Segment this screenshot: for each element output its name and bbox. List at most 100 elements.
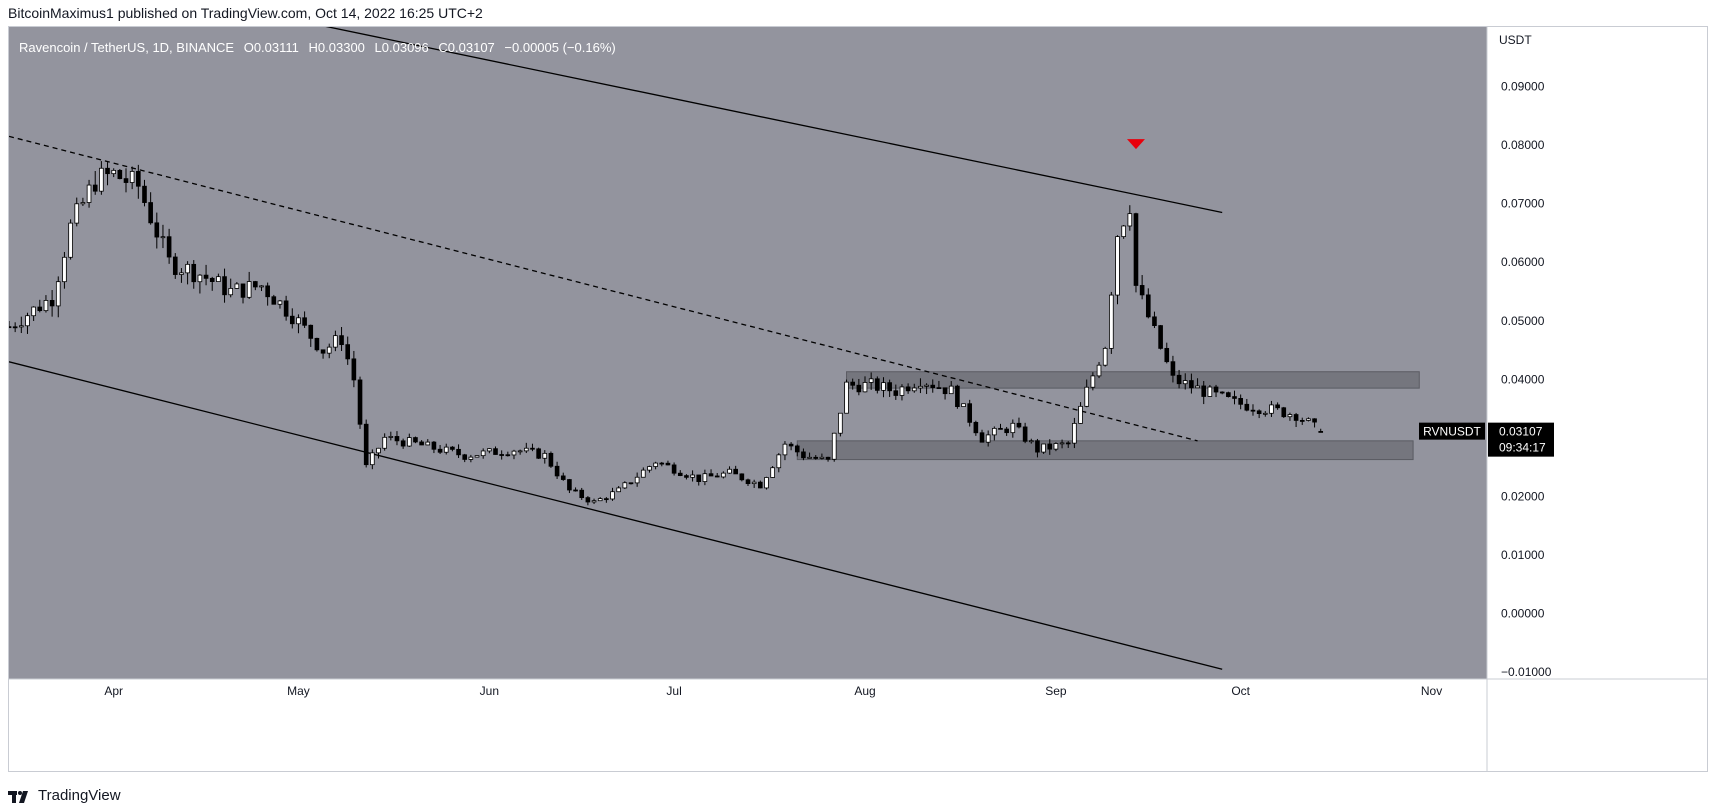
candle — [967, 399, 973, 427]
candle — [197, 274, 203, 294]
candle — [289, 308, 295, 329]
candle-body — [320, 349, 326, 354]
candle-body — [542, 452, 548, 459]
candle-body — [123, 178, 129, 183]
candle-body — [1250, 409, 1256, 412]
candle — [856, 378, 862, 396]
candle-body — [431, 441, 437, 450]
candle-body — [43, 300, 49, 312]
candle-body — [62, 256, 67, 283]
candle-body — [240, 283, 246, 298]
candle — [296, 314, 301, 334]
candle — [1213, 384, 1219, 398]
candle — [308, 324, 314, 347]
candle-body — [185, 263, 190, 274]
candle — [1262, 411, 1268, 417]
candle — [647, 465, 652, 473]
candle-body — [992, 427, 997, 436]
candle — [1084, 379, 1090, 408]
candle — [622, 481, 628, 490]
candle — [548, 451, 554, 468]
candle — [567, 478, 572, 494]
candle-body — [1170, 361, 1176, 376]
candle — [172, 253, 178, 279]
candle-body — [166, 236, 172, 258]
candle — [62, 251, 67, 289]
candle-body — [844, 381, 849, 414]
candle-body — [505, 454, 511, 457]
candle-body — [1127, 213, 1133, 227]
candle — [111, 168, 117, 178]
candle — [604, 497, 609, 503]
price-tick-label: −0.01000 — [1501, 665, 1552, 679]
candle-body — [948, 385, 954, 395]
candle-body — [881, 382, 886, 391]
candle-body — [1059, 442, 1065, 445]
candle-body — [1133, 213, 1139, 286]
candle — [142, 179, 147, 207]
candle — [1145, 288, 1151, 319]
candle-body — [302, 317, 307, 326]
channel-lower-line — [9, 361, 1223, 670]
candle-body — [918, 385, 923, 389]
candle-body — [406, 437, 412, 447]
bearish-marker-icon — [1126, 139, 1145, 150]
candle — [253, 280, 258, 291]
candle-body — [751, 481, 757, 485]
candle — [708, 469, 714, 477]
candle — [511, 449, 517, 460]
candle-body — [1078, 405, 1083, 424]
tradingview-branding[interactable]: TradingView — [8, 787, 121, 804]
candle — [388, 431, 394, 441]
candle — [881, 377, 886, 398]
candle — [1102, 346, 1108, 367]
candle-body — [677, 472, 683, 477]
candle-body — [351, 358, 357, 381]
legend-high-label: H — [308, 40, 318, 55]
candle-body — [1269, 404, 1274, 414]
candle — [838, 412, 843, 437]
price-tag-symbol: RVNUSDT — [1423, 425, 1481, 439]
candle — [25, 312, 30, 334]
candle — [1195, 378, 1200, 389]
candle-body — [788, 443, 794, 447]
candle-body — [1287, 414, 1293, 418]
candle — [665, 460, 671, 466]
candle-body — [419, 441, 424, 446]
candle — [745, 478, 751, 486]
candle — [677, 470, 683, 477]
candle — [911, 383, 917, 393]
candle — [129, 166, 135, 190]
candle — [801, 448, 806, 461]
candle-body — [277, 300, 283, 305]
candle-body — [345, 344, 351, 360]
price-chart[interactable]: USDT 0.09000 0.08000 0.07000 0.06000 0.05000 0… — [9, 27, 1708, 772]
candle — [136, 164, 141, 199]
candle-body — [560, 475, 566, 480]
candle-body — [1176, 374, 1182, 385]
candle — [1115, 235, 1120, 305]
candle — [1250, 404, 1256, 416]
candle — [345, 336, 351, 365]
candle-body — [308, 324, 314, 339]
candle-body — [117, 169, 123, 180]
candle — [376, 447, 381, 459]
candle — [326, 343, 332, 359]
candle — [43, 295, 49, 313]
candle — [770, 466, 775, 479]
candle — [998, 423, 1003, 430]
candle-body — [443, 446, 449, 453]
candle-body — [246, 281, 252, 298]
legend-low-label: L — [374, 40, 382, 55]
price-tick-label: 0.01000 — [1501, 548, 1545, 562]
chart-container[interactable]: USDT 0.09000 0.08000 0.07000 0.06000 0.05000 0… — [8, 26, 1708, 772]
candle-body — [838, 412, 843, 434]
candle-body — [1004, 428, 1009, 434]
candle — [782, 441, 788, 461]
candle — [794, 444, 800, 457]
candle — [271, 294, 277, 305]
candle — [942, 387, 948, 400]
candle — [628, 482, 634, 485]
candle — [610, 487, 615, 501]
time-tick-label: Jun — [480, 684, 499, 698]
